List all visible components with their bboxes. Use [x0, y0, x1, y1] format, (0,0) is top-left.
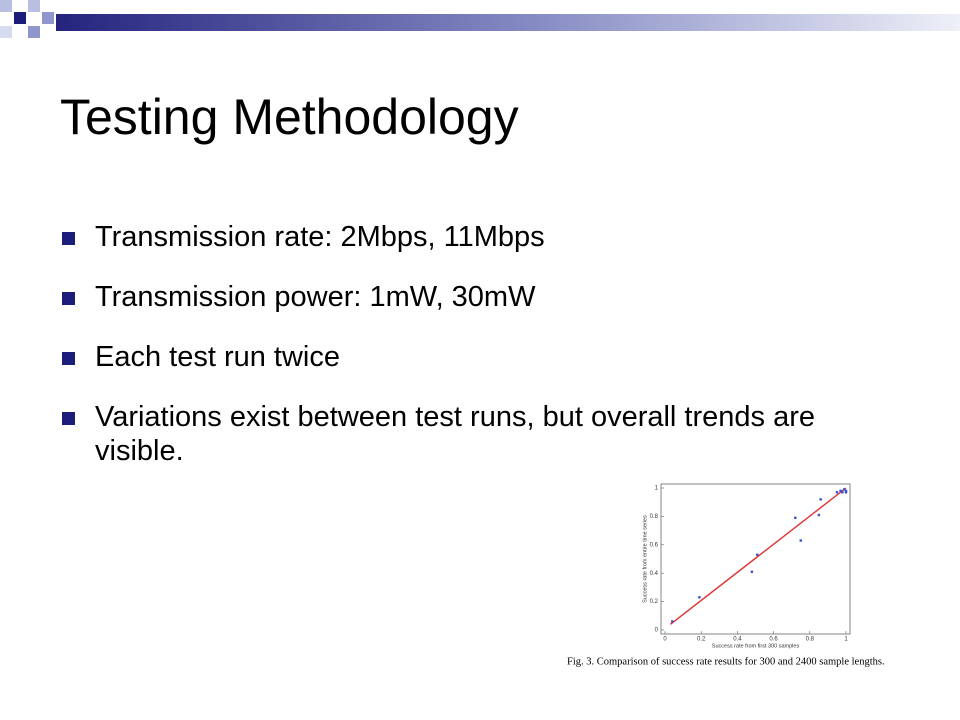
- y-tick-label: 0.4: [650, 571, 659, 577]
- decor-square: [42, 12, 54, 24]
- point: [817, 513, 821, 517]
- bullet: Each test run twice: [60, 340, 860, 374]
- x-tick-label: 0.6: [769, 637, 778, 643]
- point: [842, 488, 846, 491]
- decor-square: [28, 26, 40, 38]
- slide-title: Testing Methodology: [60, 89, 519, 145]
- point: [750, 570, 754, 573]
- y-tick-label: 0.8: [650, 514, 659, 520]
- figure-caption: Fig. 3. Comparison of success rate resul…: [567, 656, 885, 667]
- x-tick-label: 1: [844, 637, 848, 643]
- bullet: Transmission power: 1mW, 30mW: [60, 280, 860, 314]
- x-tick-label: 0.4: [733, 637, 742, 643]
- y-tick-label: 0.2: [650, 599, 659, 605]
- point: [799, 539, 802, 542]
- bullet: Variations exist between test runs, but …: [60, 400, 860, 468]
- point: [671, 620, 674, 623]
- point: [844, 489, 848, 493]
- plot-frame: [660, 483, 851, 635]
- point: [839, 489, 842, 493]
- y-tick-label: 1: [655, 486, 659, 492]
- x-axis-label: Success rate from first 300 samples: [712, 643, 800, 649]
- header-bar: [56, 14, 960, 31]
- decor-square: [0, 26, 12, 38]
- x-tick-label: 0.8: [806, 637, 815, 643]
- point: [835, 491, 839, 494]
- bullet-list: Transmission rate: 2Mbps, 11Mbps Transmi…: [60, 220, 860, 494]
- trend-line: [670, 487, 847, 625]
- decor-square: [14, 12, 26, 24]
- decor-square: [0, 0, 12, 12]
- point: [794, 516, 797, 520]
- point: [844, 491, 848, 494]
- y-tick-label: 0: [655, 628, 659, 634]
- y-axis-label: Success rate from entire time series: [642, 515, 648, 603]
- point: [698, 596, 701, 599]
- figure-background: [608, 476, 864, 654]
- bullet: Transmission rate: 2Mbps, 11Mbps: [60, 220, 860, 254]
- point: [819, 498, 822, 501]
- x-tick-label: 0: [663, 637, 667, 643]
- y-tick-label: 0.6: [650, 542, 659, 548]
- point: [841, 491, 844, 494]
- x-tick-label: 0.2: [697, 637, 706, 643]
- point: [756, 553, 759, 556]
- decor-square: [28, 0, 40, 12]
